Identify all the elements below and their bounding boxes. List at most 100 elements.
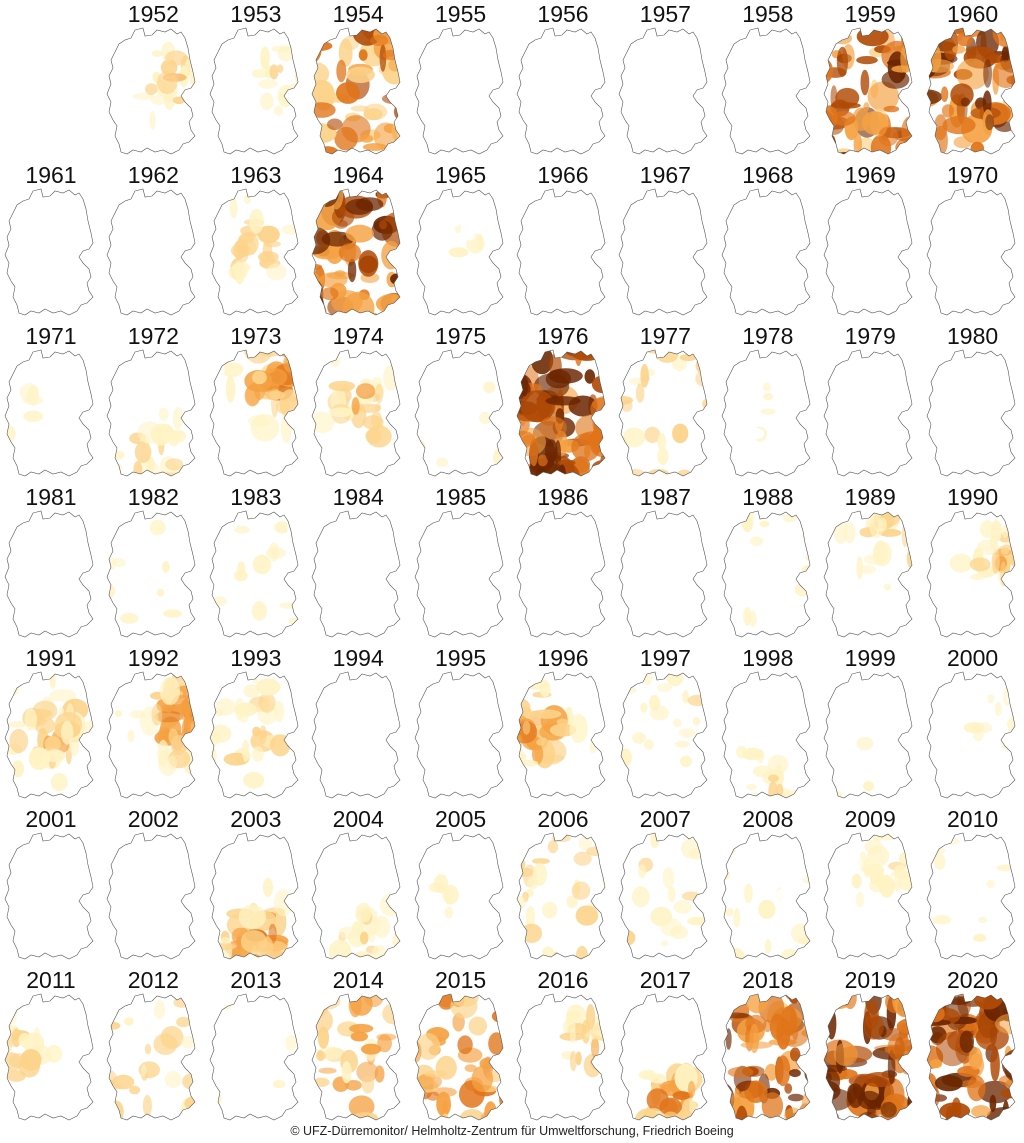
drought-patch <box>679 728 696 738</box>
germany-outline <box>107 349 196 477</box>
drought-patch <box>232 783 240 797</box>
year-label: 2008 <box>742 806 794 832</box>
drought-patch <box>644 1116 659 1120</box>
year-map-panel: 1970 <box>922 161 1024 322</box>
drought-patch <box>891 65 913 73</box>
drought-patch <box>569 714 588 743</box>
drought-blobs <box>721 205 789 315</box>
drought-patch <box>140 1064 148 1077</box>
drought-patch <box>358 250 379 277</box>
drought-patch <box>833 32 853 45</box>
drought-patch <box>220 362 244 378</box>
drought-patch <box>145 83 158 95</box>
year-map-panel: 1965 <box>410 161 512 322</box>
drought-patch <box>165 1071 182 1089</box>
drought-patch <box>135 275 153 293</box>
drought-patch <box>752 765 773 777</box>
drought-patch <box>127 729 135 743</box>
year-label: 1995 <box>435 645 487 671</box>
drought-patch <box>29 469 49 476</box>
germany-outline <box>414 349 503 477</box>
drought-patch <box>897 350 910 366</box>
year-map-panel: 1977 <box>614 322 716 483</box>
drought-patch <box>272 1080 285 1089</box>
germany-map <box>823 188 913 316</box>
drought-patch <box>984 114 994 131</box>
drought-patch <box>189 784 196 796</box>
drought-patch <box>864 229 876 237</box>
drought-patch <box>361 1075 375 1094</box>
drought-patch <box>215 709 224 717</box>
drought-patch <box>432 446 439 458</box>
drought-patch <box>345 1080 362 1091</box>
drought-patch <box>234 870 242 899</box>
drought-patch <box>642 672 653 685</box>
drought-patch <box>672 423 689 444</box>
drought-patch <box>767 774 779 782</box>
drought-patch <box>572 672 598 695</box>
drought-patch <box>181 1036 196 1049</box>
drought-patch <box>255 678 281 696</box>
drought-patch <box>209 724 232 743</box>
year-map-panel: 1980 <box>922 322 1024 483</box>
drought-patch <box>536 133 547 148</box>
drought-patch <box>216 418 229 428</box>
drought-patch <box>313 999 323 1016</box>
drought-patch <box>953 136 972 149</box>
year-map-panel: 1957 <box>614 0 716 161</box>
drought-patch <box>54 369 66 390</box>
drought-patch <box>619 686 638 694</box>
germany-outline <box>4 510 94 638</box>
drought-patch <box>833 573 851 590</box>
drought-patch <box>824 996 851 1010</box>
drought-patch <box>575 905 599 926</box>
germany-outline <box>311 510 401 638</box>
drought-patch <box>846 943 862 959</box>
drought-patch <box>695 370 708 387</box>
map-fill <box>414 350 503 476</box>
drought-patch <box>49 673 56 689</box>
drought-patch <box>6 1070 26 1082</box>
drought-patch <box>760 408 776 415</box>
drought-patch <box>378 452 398 467</box>
drought-patch <box>392 189 401 198</box>
drought-patch <box>245 121 258 128</box>
germany-map <box>619 349 708 477</box>
drought-patch <box>824 1030 827 1054</box>
drought-patch <box>741 747 764 761</box>
drought-patch <box>985 54 1004 63</box>
year-label: 1986 <box>537 484 589 510</box>
year-map-panel: 1976 <box>512 322 614 483</box>
drought-patch <box>312 40 333 52</box>
drought-patch <box>495 394 503 407</box>
drought-patch <box>345 198 374 215</box>
drought-patch <box>421 245 432 260</box>
germany-outline <box>721 671 811 799</box>
year-label: 1999 <box>844 645 896 671</box>
drought-patch <box>570 83 587 97</box>
drought-patch <box>359 466 369 476</box>
year-map-panel: 1956 <box>512 0 614 161</box>
drought-patch <box>743 883 753 904</box>
drought-blobs <box>641 30 680 120</box>
germany-outline <box>311 671 401 799</box>
year-label: 1975 <box>435 323 487 349</box>
drought-patch <box>373 915 391 938</box>
germany-outline <box>721 188 811 316</box>
drought-patch <box>112 558 126 567</box>
drought-patch <box>904 996 913 1016</box>
germany-outline <box>107 671 196 799</box>
year-map-panel: 1969 <box>819 161 921 322</box>
drought-patch <box>651 614 660 624</box>
drought-patch <box>591 1081 599 1107</box>
drought-patch <box>233 525 250 534</box>
map-fill <box>721 511 810 637</box>
drought-patch <box>5 680 17 688</box>
drought-patch <box>218 1009 233 1025</box>
drought-patch <box>977 916 987 923</box>
drought-patch <box>107 994 116 1016</box>
drought-patch <box>586 1004 596 1030</box>
drought-patch <box>517 696 531 720</box>
drought-patch <box>312 465 320 472</box>
drought-patch <box>601 871 605 889</box>
